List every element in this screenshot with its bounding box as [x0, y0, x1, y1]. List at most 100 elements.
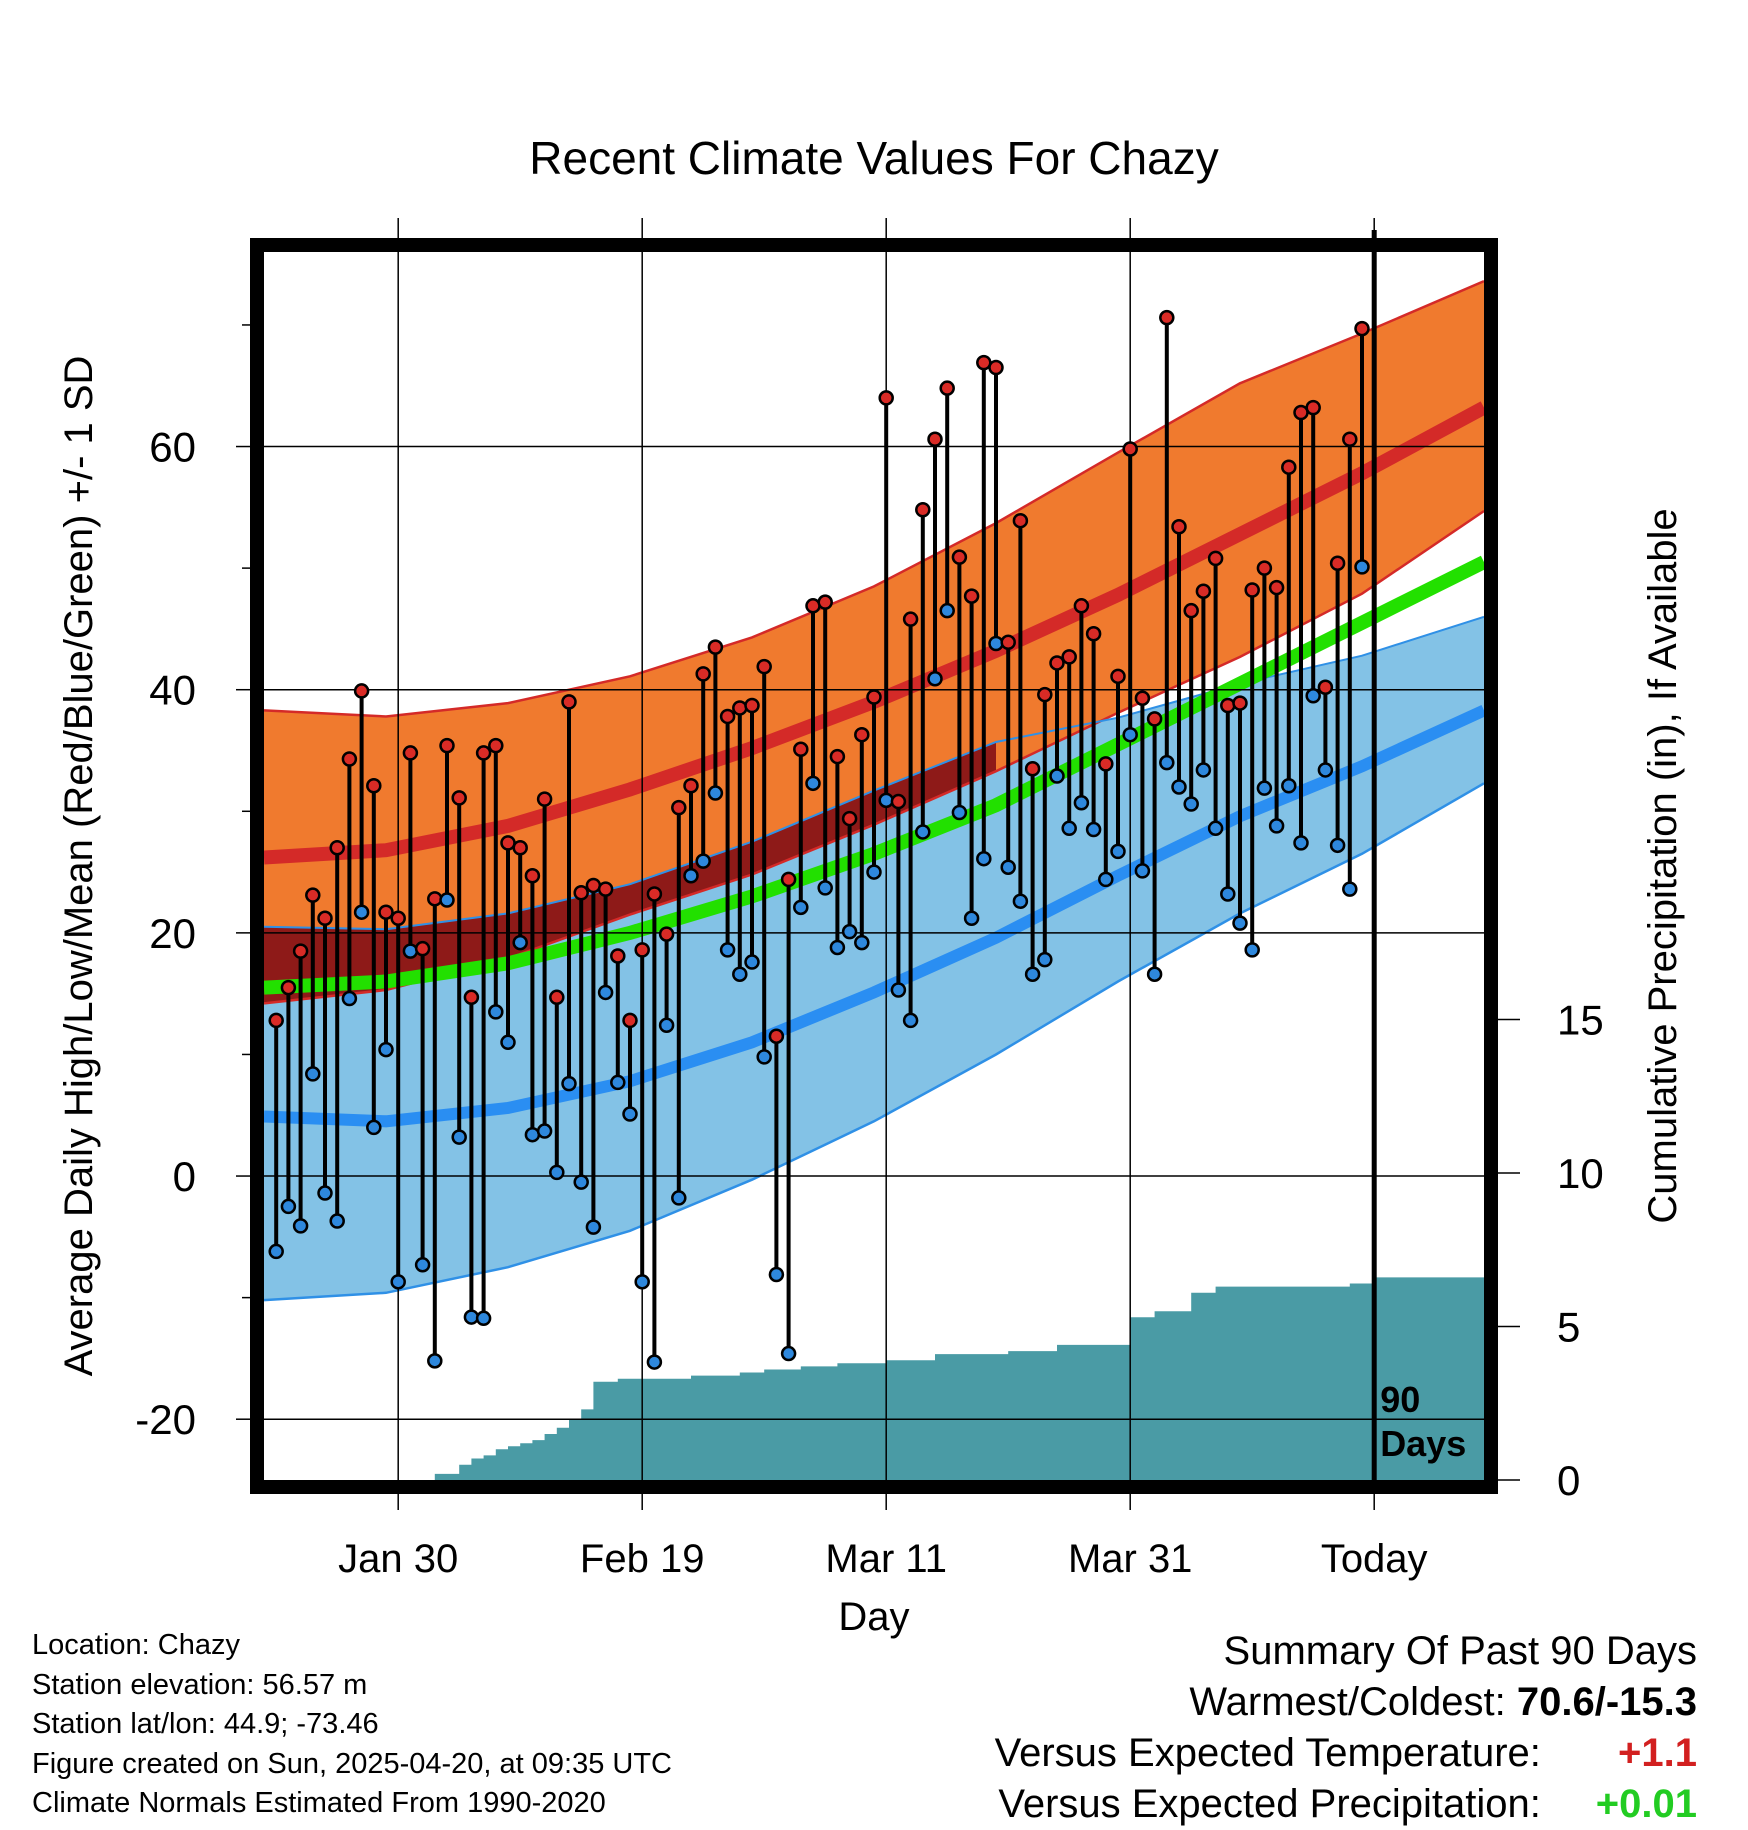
- high-point: [902, 611, 919, 627]
- low-point: [1183, 796, 1199, 812]
- y-tick-label: 0: [173, 1153, 196, 1200]
- y2-tick-label: 0: [1557, 1457, 1580, 1504]
- high-point: [1220, 697, 1236, 714]
- warm-cold-value: 70.6/-15.3: [1516, 1680, 1697, 1724]
- today-marker-label: 90: [1380, 1379, 1420, 1420]
- high-point: [280, 979, 297, 996]
- low-point: [683, 867, 699, 884]
- high-point: [1134, 690, 1151, 706]
- low-point: [854, 934, 870, 951]
- high-point: [707, 639, 724, 655]
- low-point: [1244, 942, 1260, 958]
- low-point: [451, 1129, 467, 1145]
- high-point: [524, 867, 541, 884]
- low-point: [585, 1219, 602, 1235]
- high-point: [561, 694, 577, 710]
- low-point: [378, 1041, 394, 1058]
- plot-area: [264, 252, 1484, 1480]
- low-point: [1354, 559, 1370, 575]
- normal-low-line: [264, 704, 1484, 1128]
- high-point: [1305, 399, 1321, 416]
- y2-tick-label: 5: [1557, 1304, 1580, 1351]
- high-point: [1146, 711, 1163, 727]
- high-point: [512, 840, 528, 856]
- high-point: [671, 799, 687, 816]
- low-point: [329, 1213, 345, 1229]
- high-point: [1256, 560, 1273, 576]
- high-point: [829, 748, 846, 765]
- low-point: [1317, 762, 1334, 778]
- high-point: [988, 359, 1004, 376]
- high-point: [341, 751, 358, 767]
- high-point: [292, 943, 309, 959]
- x-tick-label: Feb 19: [580, 1537, 705, 1581]
- low-point: [1207, 820, 1224, 837]
- high-point: [1354, 320, 1370, 337]
- high-point: [1085, 626, 1102, 642]
- low-point: [671, 1190, 687, 1206]
- high-point: [1098, 756, 1114, 772]
- high-point: [719, 708, 736, 725]
- low-point: [866, 864, 882, 880]
- temp-label: Versus Expected Temperature:: [994, 1731, 1541, 1775]
- low-point: [707, 785, 724, 801]
- high-point: [1061, 649, 1077, 665]
- low-point: [1268, 818, 1285, 834]
- low-point: [1195, 762, 1212, 778]
- high-point: [1317, 679, 1334, 696]
- low-point: [646, 1354, 663, 1370]
- low-point: [439, 892, 455, 908]
- low-point: [768, 1266, 785, 1283]
- created-text: Figure created on Sun, 2025-04-20, at 09…: [32, 1747, 672, 1780]
- high-point: [1012, 512, 1029, 529]
- low-point: [1110, 843, 1126, 860]
- low-point: [902, 1012, 919, 1029]
- y-tick-label: 40: [149, 667, 196, 714]
- low-point: [1098, 871, 1114, 888]
- low-point: [963, 910, 980, 927]
- high-point: [414, 940, 431, 957]
- high-point: [658, 926, 675, 942]
- low-point: [353, 904, 370, 920]
- low-point: [1037, 951, 1053, 968]
- low-point: [341, 990, 358, 1007]
- low-point: [414, 1257, 431, 1273]
- y-axis-label: Average Daily High/Low/Mean (Red/Blue/Gr…: [57, 356, 101, 1377]
- x-tick-label: Today: [1321, 1537, 1428, 1581]
- low-point: [1000, 859, 1016, 875]
- low-point: [500, 1034, 516, 1051]
- x-tick-label: Jan 30: [338, 1537, 458, 1581]
- low-point: [951, 804, 968, 821]
- high-point: [1037, 686, 1053, 703]
- low-point: [732, 966, 748, 982]
- high-point: [1110, 668, 1126, 685]
- low-point: [695, 853, 711, 869]
- high-point: [646, 886, 663, 902]
- low-point: [805, 775, 821, 792]
- high-point: [1342, 431, 1358, 447]
- precip-row: Versus Expected Precipitation: +0.01: [995, 1779, 1697, 1830]
- warm-cold-label: Warmest/Coldest:: [1189, 1680, 1506, 1724]
- precip-value: +0.01: [1595, 1782, 1697, 1826]
- high-point: [817, 594, 833, 610]
- high-point: [573, 884, 589, 901]
- low-point: [305, 1066, 321, 1082]
- high-point: [1244, 582, 1260, 598]
- high-point: [793, 741, 809, 758]
- temp-row: Versus Expected Temperature: +1.1: [995, 1728, 1697, 1779]
- low-point: [744, 954, 760, 970]
- low-point: [1061, 820, 1077, 837]
- low-point: [1220, 886, 1236, 902]
- low-point: [841, 923, 858, 940]
- high-point: [768, 1028, 785, 1044]
- low-point: [549, 1164, 565, 1181]
- low-point: [610, 1074, 626, 1091]
- plot-frame: [250, 238, 1498, 1494]
- normals-text: Climate Normals Estimated From 1990-2020: [32, 1787, 606, 1819]
- high-point: [402, 745, 419, 761]
- low-point: [756, 1049, 772, 1065]
- low-point: [597, 984, 614, 1001]
- low-point: [793, 899, 809, 916]
- high-point: [1073, 598, 1090, 614]
- x-axis-label: Day: [838, 1595, 909, 1639]
